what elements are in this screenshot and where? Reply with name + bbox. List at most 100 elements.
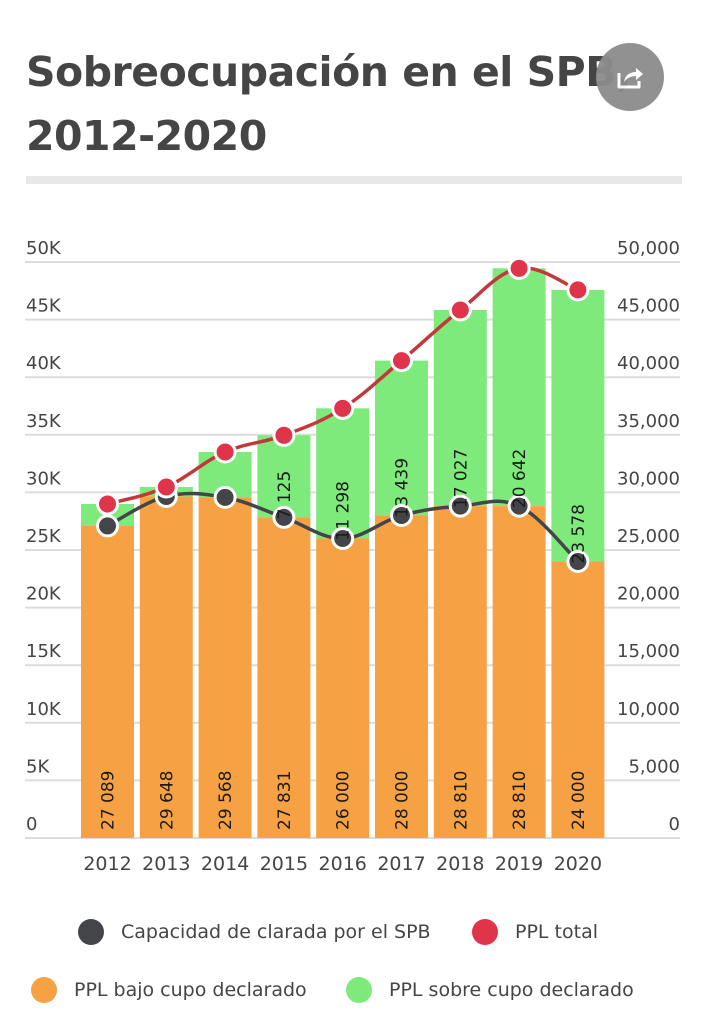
bars [81,268,605,838]
x-tick-label: 2013 [142,853,190,875]
bar-over-value-label: 7 125 [275,471,295,520]
bar-under-capacity [316,538,370,838]
capacity-point [390,503,413,527]
right-tick-label: 20,000 [617,584,680,605]
right-tick-label: 50,000 [617,238,680,259]
bar-under-value-label: 28 810 [451,771,471,830]
chart-title: Sobreocupación en el SPB, 2012-2020 [26,40,686,168]
legend-item-capacity[interactable]: Capacidad de clarada por el SPB [78,919,431,945]
left-tick-label: 45K [26,296,62,317]
right-axis: 0 5,000 10,000 15,000 20,000 25,000 30,000 35,0… [617,238,680,835]
title-line-1: Sobreocupación en el SPB, [26,48,632,96]
left-tick-label: 20K [26,584,62,605]
bar-over-capacity [551,289,605,562]
legend-label-total: PPL total [515,921,598,943]
bar-over-capacity [257,435,311,518]
bar-over-capacity [492,268,546,507]
left-tick-label: 25K [26,526,62,547]
bar-under-capacity [433,506,487,838]
chart: 0 5K 10K 15K 20K 25K 30K 35K 40K 45K 50K 0 5,000 10,… [25,238,680,875]
left-tick-label: 15K [26,641,62,662]
x-tick-label: 2017 [377,853,425,875]
bar-under-value-label: 26 000 [334,771,354,830]
right-tick-label: 40,000 [617,353,680,374]
legend-dot-over-icon [346,977,372,1003]
bar-over-capacity [375,360,428,516]
total-point [448,298,472,322]
right-tick-label: 0 [669,814,680,835]
bar-over-value-label: 20 642 [510,449,530,508]
x-tick-label: 2020 [554,853,602,875]
title-divider [26,176,682,184]
left-tick-label: 35K [26,411,62,432]
left-tick-label: 0 [26,814,37,835]
total-point [331,396,355,420]
legend-item-over[interactable]: PPL sobre cupo declarado [346,977,634,1003]
bar-over-capacity [316,408,370,539]
bar-over-value-label: 13 439 [393,458,413,517]
bar-under-capacity [551,561,605,838]
legend-dot-capacity-icon [78,919,104,945]
capacity-point [213,485,237,509]
right-tick-label: 10,000 [617,699,680,720]
legend-dot-under-icon [31,977,57,1003]
legend-label-under: PPL bajo cupo declarado [74,979,307,1001]
total-point [566,278,590,302]
legend-label-capacity: Capacidad de clarada por el SPB [121,921,431,943]
total-point [96,492,119,516]
x-tick-label: 2012 [83,853,131,875]
legend-dot-total-icon [472,919,498,945]
bar-under-capacity [375,515,428,838]
total-point [154,475,178,499]
legend: Capacidad de clarada por el SPB PPL tota… [0,915,706,1015]
right-tick-label: 15,000 [617,641,680,662]
share-button[interactable] [596,43,664,111]
title-line-2: 2012-2020 [26,112,267,160]
bar-under-capacity [81,525,134,838]
bar-under-value-label: 28 810 [510,771,530,830]
left-tick-label: 30K [26,468,62,489]
capacity-point [96,514,119,538]
total-point [213,440,237,464]
right-tick-label: 30,000 [617,468,680,489]
right-tick-label: 45,000 [617,296,680,317]
value-labels: 27 089 29 648 29 568 27 831 7 125 26 000 11 29… [99,449,589,830]
x-tick-label: 2018 [436,853,484,875]
total-point [507,256,531,280]
capacity-point [331,526,355,550]
right-tick-label: 35,000 [617,411,680,432]
bar-under-value-label: 27 831 [275,771,295,830]
bar-under-capacity [198,497,252,838]
legend-label-over: PPL sobre cupo declarado [389,979,634,1001]
share-icon [617,68,643,89]
bar-under-value-label: 27 089 [99,771,119,830]
bar-over-capacity [433,309,487,507]
lines [96,256,590,574]
x-tick-label: 2014 [201,853,249,875]
bar-under-capacity [139,496,193,838]
capacity-point [507,494,531,518]
bar-over-value-label: 23 578 [569,504,589,563]
bar-under-capacity [257,517,311,838]
left-tick-label: 40K [26,353,62,374]
left-axis: 0 5K 10K 15K 20K 25K 30K 35K 40K 45K 50K [26,238,62,835]
bar-under-value-label: 24 000 [569,771,589,830]
left-tick-label: 5K [26,756,50,777]
total-point [272,423,296,447]
capacity-point [566,550,590,574]
x-tick-label: 2016 [319,853,367,875]
total-point [390,349,413,373]
right-tick-label: 5,000 [628,756,680,777]
right-tick-label: 25,000 [617,526,680,547]
bar-over-value-label: 11 298 [334,481,354,540]
left-tick-label: 50K [26,238,62,259]
capacity-point [448,494,472,518]
bar-over-value-label: 17 027 [451,449,471,508]
x-tick-label: 2019 [495,853,543,875]
legend-item-under[interactable]: PPL bajo cupo declarado [31,977,307,1003]
bar-under-value-label: 29 648 [157,771,177,830]
capacity-point [272,505,296,529]
bar-under-capacity [492,506,546,838]
bar-under-value-label: 29 568 [216,771,236,830]
legend-item-total[interactable]: PPL total [472,919,598,945]
